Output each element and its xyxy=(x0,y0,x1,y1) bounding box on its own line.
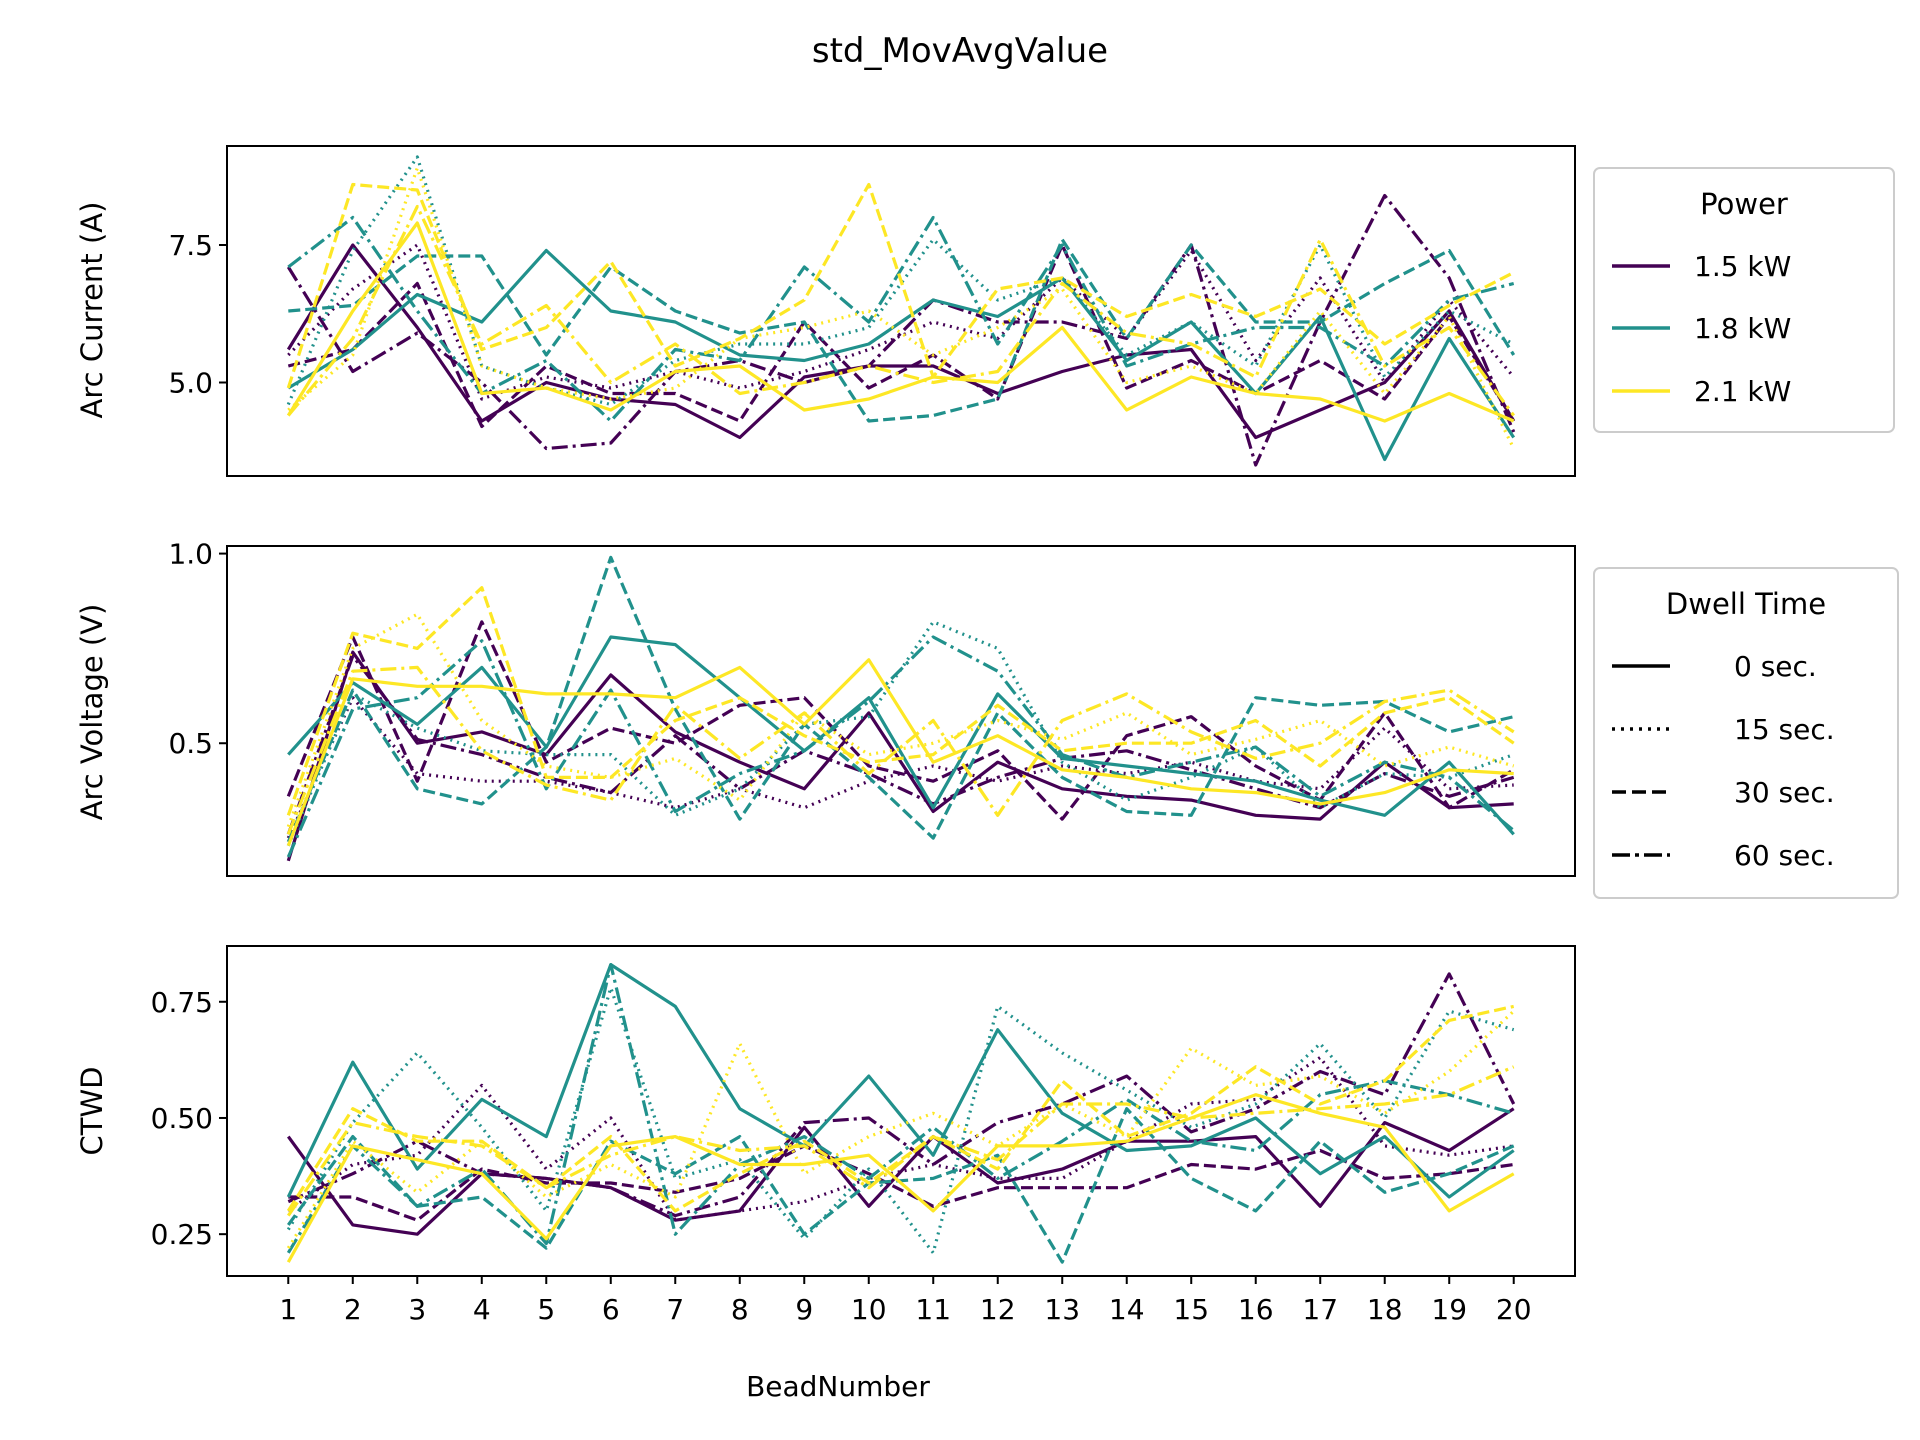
series-line-3-9 xyxy=(286,1093,1515,1263)
series-line-3-3 xyxy=(288,1144,1514,1222)
legend-dwell-frame xyxy=(1593,567,1899,899)
series-line-2-4 xyxy=(286,654,1515,835)
x-tick-label: 6 xyxy=(602,1293,620,1326)
legend-power-title: Power xyxy=(1700,187,1788,221)
y-axis-label: Arc Voltage (V) xyxy=(75,604,109,821)
panel-1-series xyxy=(286,155,1516,467)
series-line-2-11 xyxy=(286,586,1515,816)
series-line-2-1 xyxy=(286,650,1514,862)
y-tick-label: 7.5 xyxy=(168,229,213,262)
x-tick-label: 19 xyxy=(1431,1293,1467,1326)
series-line-2-12 xyxy=(286,665,1515,835)
series-line-3-10 xyxy=(286,1009,1515,1249)
series-line-2-8 xyxy=(286,635,1515,858)
chart-title: std_MovAvgValue xyxy=(812,31,1108,71)
series-line-1-6 xyxy=(286,155,1515,407)
x-tick-label: 12 xyxy=(980,1293,1016,1326)
series-line-2-9 xyxy=(286,658,1514,847)
x-tick-label: 16 xyxy=(1238,1293,1274,1326)
series-line-2-7 xyxy=(286,555,1515,843)
series-line-1-8 xyxy=(287,215,1515,423)
x-tick-label: 20 xyxy=(1496,1293,1532,1326)
panel-1-frame xyxy=(226,145,1576,477)
series-line-3-11 xyxy=(286,1004,1515,1213)
x-tick-label: 4 xyxy=(473,1293,491,1326)
x-tick-label: 18 xyxy=(1367,1293,1403,1326)
series-line-1-3 xyxy=(287,243,1516,429)
legend-dwell-label-2: 15 sec. xyxy=(1734,713,1835,746)
x-tick-label: 1 xyxy=(279,1293,297,1326)
series-line-3-7 xyxy=(287,1107,1515,1264)
panel-2-series xyxy=(286,555,1515,862)
legend-power-label-3: 2.1 kW xyxy=(1694,375,1791,408)
y-tick-label: 0.50 xyxy=(151,1102,213,1135)
x-tick-label: 2 xyxy=(344,1293,362,1326)
panels: 5.0 7.5 Arc Current (A) 0.5 1.0 Arc Voltage (… xyxy=(75,145,1576,1326)
legend-dwell-title: Dwell Time xyxy=(1666,587,1826,621)
series-line-1-7 xyxy=(288,237,1516,423)
x-tick-label: 10 xyxy=(851,1293,887,1326)
legend-power-label-2: 1.8 kW xyxy=(1694,312,1791,345)
y-tick-label: 5.0 xyxy=(168,367,213,400)
panel-2: 0.5 1.0 Arc Voltage (V) xyxy=(75,538,1576,877)
series-line-3-8 xyxy=(286,962,1515,1254)
x-tick-label: 17 xyxy=(1302,1293,1338,1326)
series-line-2-3 xyxy=(286,620,1515,821)
legend-dwell-label-1: 0 sec. xyxy=(1734,650,1817,683)
y-axis-label: CTWD xyxy=(75,1067,109,1156)
legend-power: Power 1.5 kW 1.8 kW 2.1 kW xyxy=(1593,167,1895,433)
panel-1: 5.0 7.5 Arc Current (A) xyxy=(75,145,1576,477)
x-tick-label: 5 xyxy=(537,1293,555,1326)
series-line-1-11 xyxy=(286,182,1515,389)
legend-dwell-label-4: 60 sec. xyxy=(1734,839,1835,872)
x-tick-label: 7 xyxy=(666,1293,684,1326)
series-line-3-6 xyxy=(286,986,1515,1255)
series-line-1-10 xyxy=(287,166,1516,450)
series-line-2-10 xyxy=(286,612,1515,828)
series-line-3-12 xyxy=(286,1065,1515,1217)
x-tick-label: 3 xyxy=(408,1293,426,1326)
x-tick-label: 11 xyxy=(915,1293,951,1326)
panel-2-frame xyxy=(226,545,1576,877)
x-tick-label: 9 xyxy=(795,1293,813,1326)
series-line-3-4 xyxy=(287,972,1516,1218)
x-tick-label: 13 xyxy=(1044,1293,1080,1326)
y-tick-label: 0.75 xyxy=(151,986,213,1019)
panel-3-frame xyxy=(226,945,1576,1277)
series-line-1-9 xyxy=(286,221,1515,423)
series-line-1-12 xyxy=(287,204,1515,417)
legend-power-frame xyxy=(1593,167,1895,433)
x-tick-label: 14 xyxy=(1109,1293,1145,1326)
x-tick-label: 15 xyxy=(1173,1293,1209,1326)
series-line-2-2 xyxy=(286,696,1514,839)
y-axis-label: Arc Current (A) xyxy=(75,202,109,419)
y-tick-label: 1.0 xyxy=(168,538,213,571)
legend-dwell: Dwell Time 0 sec. 15 sec. 30 sec. 60 sec… xyxy=(1593,567,1899,899)
series-line-3-5 xyxy=(286,962,1515,1199)
legend-dwell-label-3: 30 sec. xyxy=(1734,776,1835,809)
x-axis-label: BeadNumber xyxy=(746,1370,930,1403)
legend-power-label-1: 1.5 kW xyxy=(1694,250,1791,283)
y-tick-label: 0.25 xyxy=(151,1218,213,1251)
series-line-1-5 xyxy=(287,248,1516,462)
y-tick-label: 0.5 xyxy=(168,727,213,760)
panel-3-series xyxy=(286,962,1516,1264)
x-tick-label: 8 xyxy=(731,1293,749,1326)
